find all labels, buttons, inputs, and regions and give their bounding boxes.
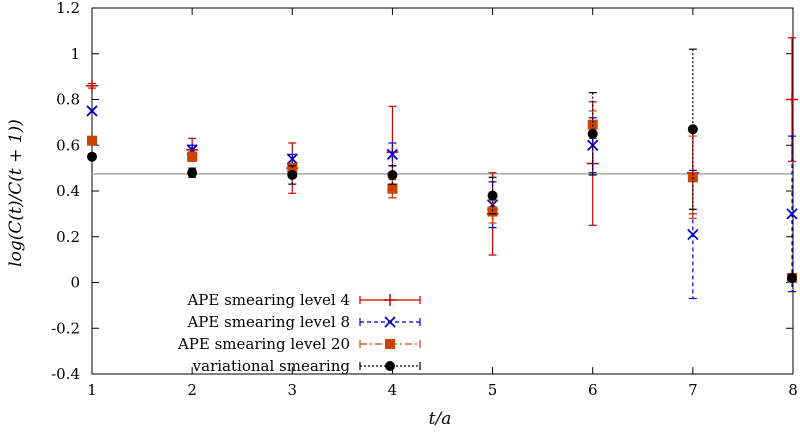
y-tick-label: 0.4 bbox=[56, 182, 80, 200]
y-tick-label: 0.8 bbox=[56, 91, 80, 109]
y-tick-label: 1.2 bbox=[56, 0, 80, 17]
series-3 bbox=[87, 48, 797, 283]
data-point bbox=[786, 208, 798, 220]
data-point bbox=[87, 135, 97, 146]
series-group bbox=[86, 37, 798, 300]
x-tick-label: 8 bbox=[788, 381, 798, 399]
legend-label: APE smearing level 20 bbox=[177, 335, 350, 353]
data-point bbox=[387, 169, 398, 180]
x-axis-title: t/a bbox=[429, 409, 452, 429]
x-tick-label: 5 bbox=[488, 381, 498, 399]
data-point bbox=[287, 163, 298, 174]
y-tick-label: 0.2 bbox=[56, 228, 80, 246]
y-tick-label: 1 bbox=[70, 45, 80, 63]
data-point bbox=[187, 151, 198, 162]
data-point bbox=[386, 148, 399, 161]
y-axis-title: log(C(t)/C(t + 1)) bbox=[6, 119, 26, 267]
y-tick-label: 0.6 bbox=[56, 136, 80, 154]
x-tick-label: 1 bbox=[87, 381, 97, 399]
data-point bbox=[387, 183, 398, 194]
x-tick-label: 3 bbox=[288, 381, 298, 399]
x-tick-label: 6 bbox=[588, 381, 598, 399]
legend-label: variational smearing bbox=[192, 357, 351, 375]
y-tick-label: -0.4 bbox=[51, 365, 80, 383]
series-0 bbox=[86, 37, 798, 256]
data-point bbox=[587, 128, 598, 139]
data-point bbox=[787, 272, 797, 283]
legend: APE smearing level 4 APE smearing level 8… bbox=[177, 291, 421, 375]
y-tick-label: -0.2 bbox=[51, 319, 80, 337]
data-point bbox=[287, 169, 298, 180]
legend-marker bbox=[384, 316, 396, 328]
legend-marker bbox=[385, 339, 395, 349]
legend-label: APE smearing level 8 bbox=[186, 313, 350, 331]
legend-marker bbox=[385, 361, 395, 371]
data-point bbox=[86, 105, 98, 117]
data-point bbox=[687, 228, 699, 241]
y-tick-label: 0 bbox=[70, 274, 80, 292]
data-point bbox=[87, 151, 97, 162]
x-tick-labels: 1 2 3 4 5 6 7 8 bbox=[87, 381, 798, 399]
legend-label: APE smearing level 4 bbox=[186, 291, 350, 309]
data-point bbox=[487, 190, 498, 201]
series-2 bbox=[87, 110, 797, 283]
x-tick-label: 2 bbox=[187, 381, 197, 399]
x-tick-label: 7 bbox=[688, 381, 698, 399]
data-point bbox=[687, 124, 698, 135]
x-tick-label: 4 bbox=[388, 381, 398, 399]
y-tick-labels: -0.4 -0.2 0 0.2 0.4 0.6 0.8 1 1.2 bbox=[51, 0, 80, 383]
data-point bbox=[487, 206, 498, 217]
data-point bbox=[187, 167, 198, 178]
data-point bbox=[286, 153, 298, 165]
series-1 bbox=[86, 105, 798, 300]
